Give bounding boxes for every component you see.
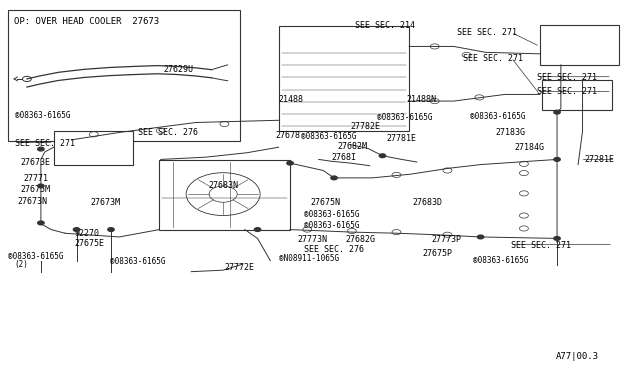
Circle shape [254,228,260,231]
Text: ®08363-6165G: ®08363-6165G [8,251,63,261]
Text: SEE SEC. 214: SEE SEC. 214 [355,21,415,30]
Text: ®08363-6165G: ®08363-6165G [470,112,525,121]
Text: SEE SEC. 271: SEE SEC. 271 [537,87,596,96]
Text: SEE SEC. 271: SEE SEC. 271 [15,139,76,148]
Bar [278,26,409,131]
Circle shape [331,176,337,180]
Circle shape [38,147,44,151]
Text: ®08363-6165G: ®08363-6165G [473,256,529,265]
Text: 21488N: 21488N [406,95,436,104]
Text: 27281E: 27281E [584,155,614,164]
Text: 27675P: 27675P [422,249,452,258]
Text: SEE SEC. 276: SEE SEC. 276 [138,128,198,137]
Text: 27782E: 27782E [351,122,381,131]
Circle shape [108,228,114,231]
Text: ®08363-6165G: ®08363-6165G [378,113,433,122]
Text: ®08363-6165G: ®08363-6165G [304,210,360,219]
Text: 27184G: 27184G [515,143,545,152]
Text: SEE SEC. 271: SEE SEC. 271 [463,54,524,63]
Text: OP: OVER HEAD COOLER  27673: OP: OVER HEAD COOLER 27673 [14,17,159,26]
Circle shape [554,110,560,114]
Text: SEE SEC. 276: SEE SEC. 276 [304,245,364,254]
Text: 27773P: 27773P [431,235,461,244]
Text: 27683N: 27683N [209,182,239,190]
Text: 27673M: 27673M [91,198,120,207]
Text: A77|00.3: A77|00.3 [556,352,599,361]
Circle shape [287,161,293,165]
Text: SEE SEC. 271: SEE SEC. 271 [511,241,571,250]
Text: 27773N: 27773N [298,235,328,244]
Text: 27781E: 27781E [387,134,417,142]
Text: 2768I: 2768I [332,153,356,162]
Circle shape [554,158,560,161]
Bar [159,160,290,230]
Circle shape [477,235,484,239]
Text: 27675M: 27675M [20,185,51,194]
Text: 27682G: 27682G [346,235,376,244]
Text: 92270: 92270 [75,230,100,238]
Bar [541,80,612,110]
Text: 27771: 27771 [24,174,49,183]
Text: ®N08911-1065G: ®N08911-1065G [278,254,339,263]
Circle shape [554,237,560,240]
Text: (2): (2) [14,260,28,269]
Text: 27675N: 27675N [310,198,340,207]
Bar [540,25,620,65]
Text: 27772E: 27772E [225,263,255,272]
Text: 21488: 21488 [278,95,303,104]
Text: ®08363-6165G: ®08363-6165G [15,110,71,120]
Circle shape [380,154,386,158]
Circle shape [38,221,44,225]
Text: 27675E: 27675E [75,239,105,248]
Circle shape [38,184,44,188]
Text: SEE SEC. 271: SEE SEC. 271 [537,73,596,81]
Text: 27183G: 27183G [495,128,525,137]
Text: 27629U: 27629U [164,65,194,74]
Text: 27678: 27678 [275,131,300,140]
Text: SEE SEC. 271: SEE SEC. 271 [457,28,517,37]
Text: ®08363-6165G: ®08363-6165G [301,132,356,141]
Text: 27673E: 27673E [20,157,51,167]
Bar [54,131,133,164]
Text: ®08363-6165G: ®08363-6165G [304,221,360,230]
Text: 27683D: 27683D [412,198,442,207]
Bar [8,10,241,141]
Text: 27673N: 27673N [17,197,47,206]
Text: 27682M: 27682M [338,142,368,151]
Circle shape [74,228,80,231]
Text: ®08363-6165G: ®08363-6165G [109,257,165,266]
